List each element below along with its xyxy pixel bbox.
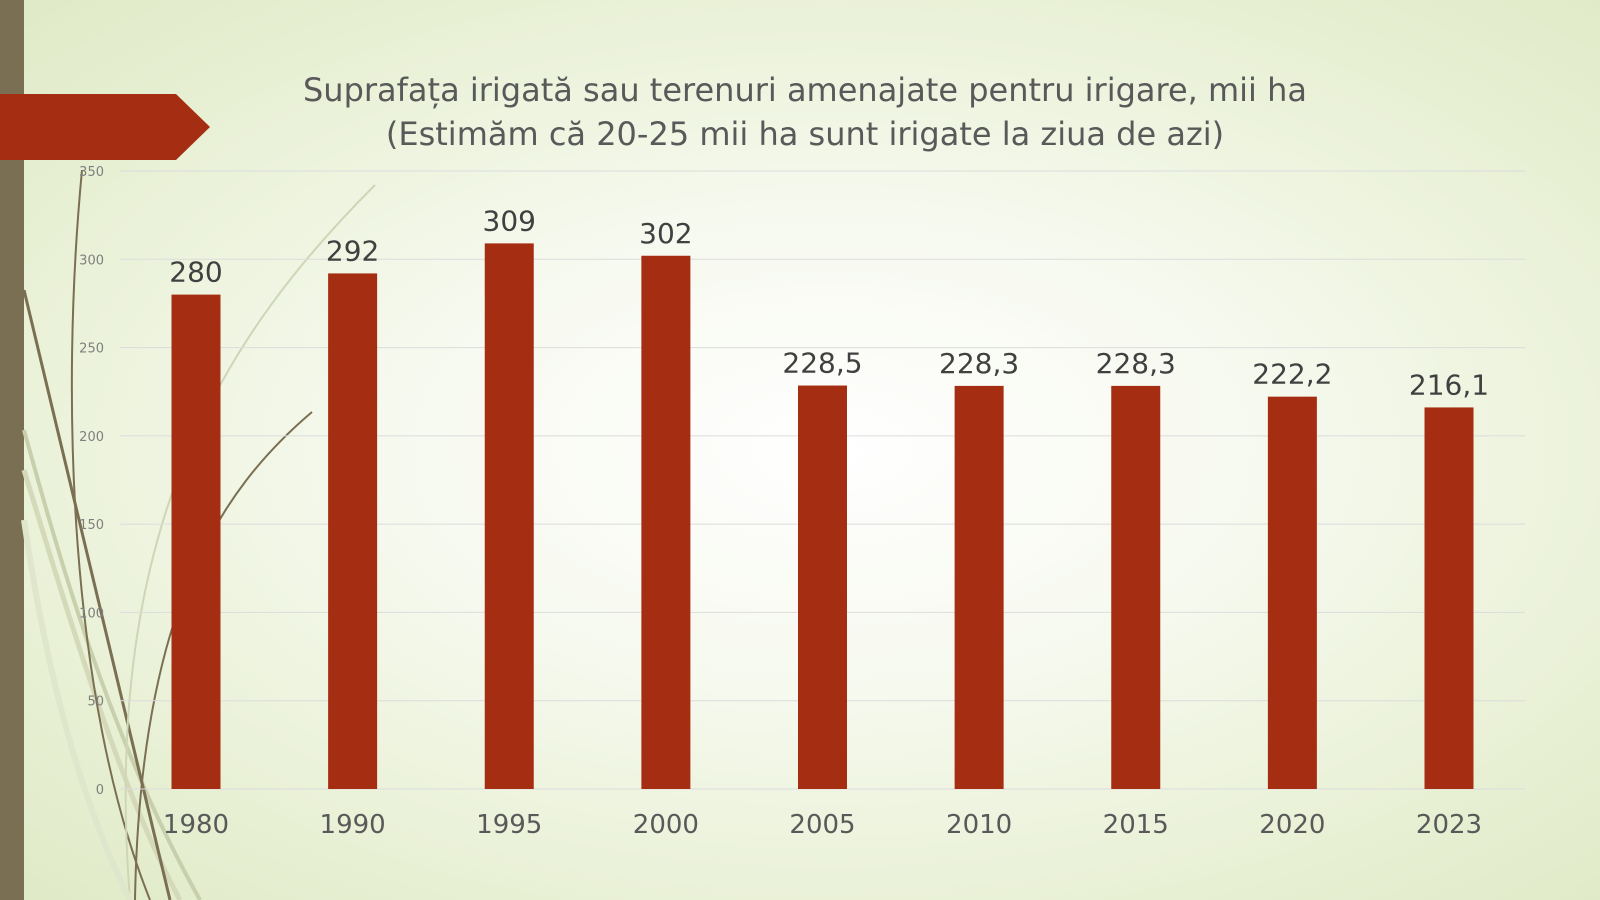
- y-tick-label: 300: [79, 253, 104, 268]
- bar: [171, 294, 221, 789]
- data-label: 216,1: [1409, 368, 1489, 401]
- y-tick-label: 150: [79, 518, 104, 533]
- y-tick-label: 250: [79, 342, 104, 357]
- x-tick-label: 2023: [1416, 810, 1482, 840]
- title-banner-shape: [0, 94, 210, 160]
- y-tick-label: 200: [79, 430, 104, 445]
- data-label: 228,3: [939, 347, 1019, 380]
- y-axis-ticks: 0 50 100 150 200 250 300 350: [79, 165, 104, 798]
- y-tick-label: 50: [87, 695, 104, 710]
- x-tick-label: 2020: [1259, 810, 1325, 840]
- x-tick-label: 2010: [946, 810, 1012, 840]
- x-tick-label: 2005: [789, 810, 855, 840]
- chart-title-line: Suprafața irigată sau terenuri amenajate…: [302, 71, 1307, 109]
- data-label: 222,2: [1252, 358, 1332, 391]
- chart-title: Suprafața irigată sau terenuri amenajate…: [280, 68, 1330, 156]
- bar: [1111, 385, 1161, 789]
- data-label: 309: [483, 204, 536, 237]
- x-tick-label: 2000: [633, 810, 699, 840]
- data-label: 280: [169, 256, 222, 289]
- x-tick-label: 1995: [476, 810, 542, 840]
- y-tick-label: 350: [79, 165, 104, 180]
- y-tick-label: 100: [79, 606, 104, 621]
- bars: [171, 243, 1474, 790]
- x-tick-label: 1980: [163, 810, 229, 840]
- data-labels: 280 292 309 302 228,5 228,3 228,3 222,2 216,1: [169, 204, 1489, 401]
- x-tick-label: 1990: [320, 810, 386, 840]
- data-label: 302: [639, 217, 692, 250]
- data-label: 228,3: [1096, 347, 1176, 380]
- bar: [641, 255, 691, 790]
- data-label: 292: [326, 234, 379, 267]
- bar: [484, 243, 534, 789]
- bar: [1424, 407, 1474, 789]
- y-tick-label: 0: [96, 783, 104, 798]
- x-tick-label: 2015: [1103, 810, 1169, 840]
- x-axis-labels: 1980 1990 1995 2000 2005 2010 2015 2020 2023: [163, 810, 1482, 840]
- bar: [328, 273, 378, 789]
- data-label: 228,5: [782, 347, 862, 380]
- bar: [1267, 396, 1317, 789]
- chart-subtitle-line: (Estimăm că 20-25 mii ha sunt irigate la…: [385, 115, 1225, 153]
- banner-arrow: [0, 94, 210, 160]
- bar: [954, 385, 1004, 789]
- bar: [798, 385, 847, 789]
